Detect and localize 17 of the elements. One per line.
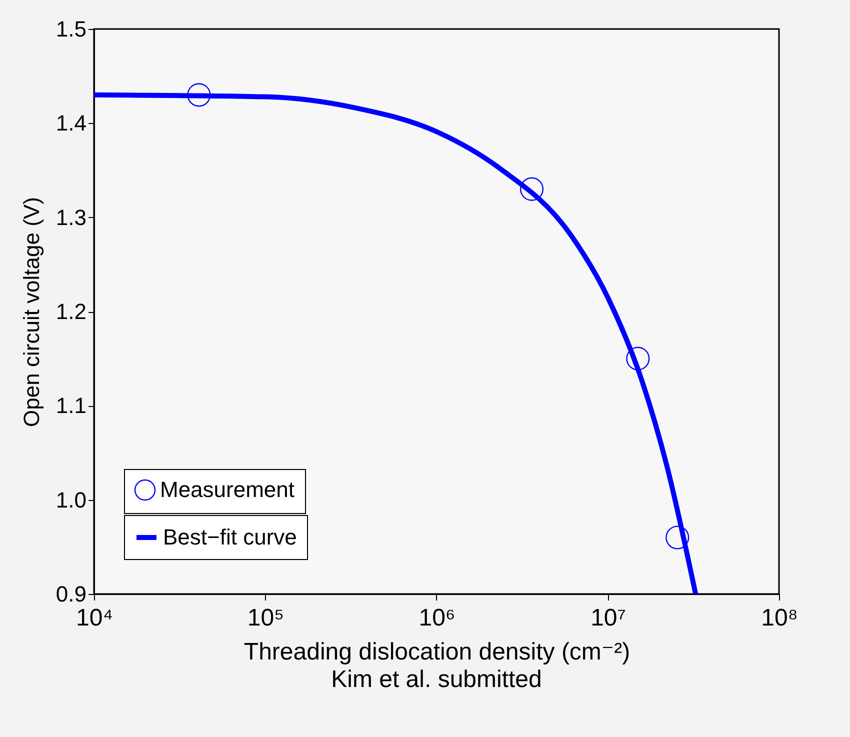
x-axis-title: Threading dislocation density (cm⁻²) <box>244 638 630 666</box>
y-tick-label: 1.5 <box>56 16 86 42</box>
legend-label: Best−fit curve <box>163 524 297 550</box>
x-tick-label: 10⁶ <box>418 604 456 632</box>
y-tick-label: 1.1 <box>56 393 86 418</box>
x-tick-label: 10⁴ <box>76 604 114 632</box>
y-tick-label: 0.9 <box>56 582 86 606</box>
y-tick-label: 1.2 <box>56 299 86 324</box>
x-tick-label: 10⁷ <box>590 604 626 632</box>
y-axis-title: Open circuit voltage (V) <box>18 197 44 427</box>
y-tick-label: 1.3 <box>56 204 86 230</box>
text: Kim et al. submitted <box>331 666 542 693</box>
legend-label: Measurement <box>160 477 295 502</box>
x-tick-label: 10⁸ <box>761 604 798 632</box>
x-tick-label: 10⁵ <box>247 604 284 632</box>
y-tick-label: 1.0 <box>56 487 86 512</box>
y-tick-label: 1.4 <box>56 110 86 136</box>
